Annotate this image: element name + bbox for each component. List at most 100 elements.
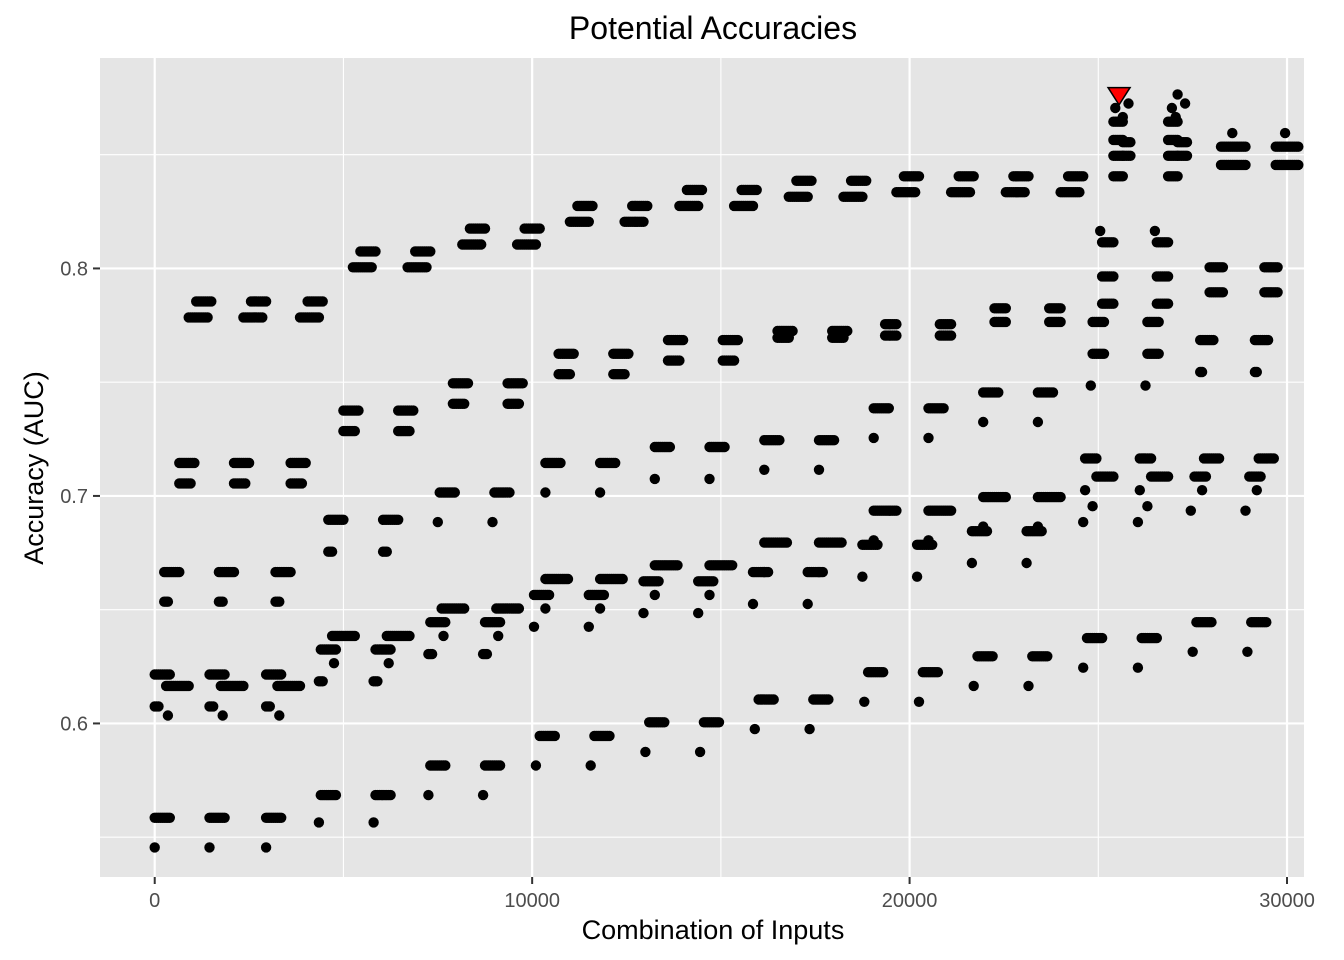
data-point (1162, 271, 1174, 282)
data-point (1170, 111, 1181, 123)
data-point (562, 573, 574, 585)
data-point (694, 746, 706, 758)
x-tick-label: 30000 (1259, 890, 1315, 912)
data-point (938, 403, 949, 414)
data-point (366, 262, 377, 273)
data-point (174, 566, 185, 578)
data-point (828, 435, 840, 446)
data-point (1145, 453, 1157, 464)
data-point (1125, 137, 1136, 148)
data-point (313, 817, 325, 828)
data-point (228, 566, 240, 578)
data-point (749, 723, 760, 735)
data-point (219, 812, 230, 823)
data-point (243, 457, 255, 469)
data-point (640, 746, 651, 758)
data-point (1196, 366, 1208, 378)
data-point (727, 560, 738, 571)
data-point (206, 296, 217, 307)
data-point (659, 717, 670, 728)
data-point (383, 658, 394, 669)
data-point (189, 457, 200, 469)
data-point (459, 398, 470, 409)
data-point (274, 596, 285, 607)
x-axis-ticks: 0 10000 20000 30000 (149, 877, 1315, 912)
data-point (477, 789, 489, 801)
data-point (296, 478, 308, 489)
x-tick-label: 20000 (882, 890, 938, 912)
y-tick-label: 0.8 (60, 258, 88, 280)
data-point (1187, 646, 1198, 657)
x-tick-label: 0 (149, 890, 160, 912)
data-point (202, 312, 213, 323)
data-point (183, 680, 194, 692)
data-point (462, 378, 474, 389)
data-point (713, 717, 725, 728)
data-point (385, 644, 396, 655)
data-point (449, 487, 460, 498)
data-point (513, 603, 525, 614)
data-point (264, 701, 275, 712)
data-point (923, 432, 934, 444)
data-point (1242, 646, 1253, 657)
data-point (408, 405, 419, 416)
data-point (728, 355, 740, 366)
data-point (1134, 485, 1146, 496)
data-point (945, 319, 957, 330)
data-point (317, 296, 328, 307)
data-point (530, 239, 542, 250)
data-point (891, 330, 902, 341)
data-point (1142, 501, 1153, 512)
data-point (153, 701, 164, 712)
data-point (257, 312, 268, 323)
data-point (1023, 171, 1034, 182)
data-point (642, 200, 653, 212)
data-point (708, 576, 719, 587)
minor-gridlines (100, 58, 1304, 877)
data-point (1200, 471, 1212, 482)
data-point (1110, 102, 1121, 114)
data-point (208, 701, 219, 712)
data-point (1153, 316, 1164, 328)
data-point (1078, 516, 1089, 528)
data-point (1123, 98, 1134, 109)
data-point (294, 680, 306, 692)
data-point (504, 487, 515, 498)
data-point (149, 842, 160, 853)
data-point (945, 505, 957, 516)
data-point (623, 348, 634, 359)
data-point (300, 457, 311, 469)
data-point (861, 175, 872, 186)
data-point (751, 184, 762, 196)
data-point (1149, 225, 1161, 237)
data-point (317, 676, 328, 687)
data-point (568, 348, 579, 359)
data-point (438, 630, 449, 642)
data-point (1078, 662, 1089, 673)
data-point (1261, 617, 1272, 628)
data-point (759, 464, 770, 475)
data-point (1217, 287, 1229, 298)
data-point (487, 516, 498, 528)
data-point (653, 576, 664, 587)
data-point (1098, 348, 1110, 359)
data-point (1240, 505, 1251, 516)
data-point (481, 648, 493, 660)
data-point (1262, 334, 1274, 346)
data-point (1272, 262, 1283, 273)
data-point (313, 312, 325, 323)
data-point (732, 334, 744, 346)
data-point (747, 200, 759, 212)
data-point (1217, 262, 1229, 273)
data-point (1179, 98, 1191, 109)
data-point (1055, 316, 1066, 328)
data-point (330, 789, 342, 801)
data-point (587, 200, 598, 212)
data-point (1132, 516, 1144, 528)
data-point (240, 478, 251, 489)
data-point (185, 478, 196, 489)
data-point (768, 694, 779, 705)
data-points (149, 89, 1304, 853)
data-point (704, 473, 715, 485)
data-point (425, 246, 436, 257)
